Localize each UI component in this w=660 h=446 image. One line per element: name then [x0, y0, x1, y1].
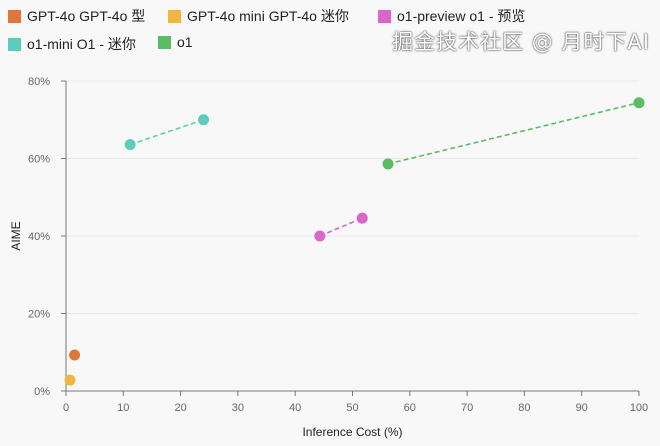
y-tick-label: 20% [28, 309, 50, 321]
x-tick-label: 30 [232, 402, 244, 414]
legend-label: o1 [177, 34, 193, 50]
data-point [382, 158, 394, 170]
x-tick-label: 50 [346, 402, 358, 414]
data-point [198, 114, 210, 126]
x-tick-label: 80 [518, 402, 530, 414]
data-point [356, 212, 368, 224]
series-line [319, 217, 363, 237]
legend-swatch [8, 9, 21, 23]
y-tick-label: 80% [28, 76, 50, 88]
data-point [633, 97, 645, 109]
x-tick-label: 40 [289, 402, 301, 414]
data-point [69, 349, 81, 361]
y-tick-label: 0% [34, 386, 50, 398]
x-tick-label: 90 [576, 402, 588, 414]
series-line [387, 101, 640, 165]
data-point [124, 139, 136, 151]
x-tick-label: 100 [630, 402, 648, 414]
x-tick-label: 10 [117, 402, 129, 414]
legend-item[interactable]: o1-preview o1 - 预览 [378, 6, 525, 26]
legend-swatch [378, 9, 391, 23]
watermark: 掘金技术社区 @ 月时下AI [392, 30, 650, 54]
data-point [64, 374, 76, 386]
legend-swatch [8, 37, 21, 51]
y-tick-label: 40% [28, 231, 50, 243]
legend-swatch [168, 9, 181, 23]
series-line [129, 118, 204, 146]
legend-label: o1-mini O1 - 迷你 [27, 36, 136, 52]
legend-swatch [158, 35, 171, 49]
legend-label: o1-preview o1 - 预览 [397, 8, 526, 24]
legend-item[interactable]: GPT-4o mini GPT-4o 迷你 [168, 6, 349, 26]
x-tick-label: 60 [404, 402, 416, 414]
legend-item[interactable]: o1 [158, 34, 193, 50]
x-tick-label: 0 [63, 402, 69, 414]
data-point [314, 230, 326, 242]
x-tick-label: 20 [174, 402, 186, 414]
legend-label: GPT-4o GPT-4o 型 [27, 8, 146, 24]
legend-item[interactable]: o1-mini O1 - 迷你 [8, 34, 136, 54]
y-axis-label: AIME [9, 221, 23, 250]
y-tick-label: 60% [28, 154, 50, 166]
legend-item[interactable]: GPT-4o GPT-4o 型 [8, 6, 145, 26]
x-tick-label: 70 [461, 402, 473, 414]
x-axis-label: Inference Cost (%) [302, 425, 402, 439]
legend-label: GPT-4o mini GPT-4o 迷你 [187, 8, 349, 24]
